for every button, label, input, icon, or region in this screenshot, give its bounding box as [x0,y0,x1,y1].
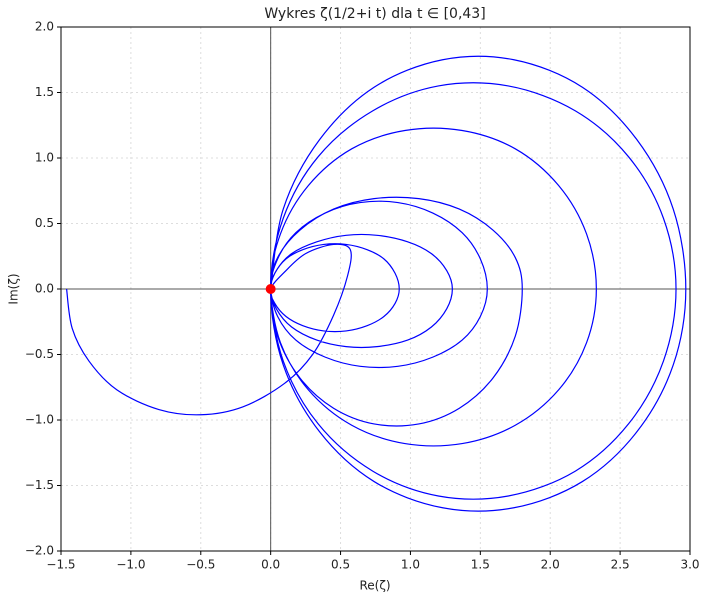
y-tick-label: −2.0 [25,544,54,558]
y-tick-label: −0.5 [25,347,54,361]
x-tick-label: 0.5 [331,558,350,572]
x-tick-label: 2.0 [541,558,560,572]
x-axis-label: Re(ζ) [359,579,390,593]
x-tick-label: −1.5 [46,558,75,572]
x-tick-label: 1.0 [401,558,420,572]
y-tick-label: 1.5 [35,85,54,99]
x-tick-label: 2.5 [611,558,630,572]
y-tick-label: 2.0 [35,20,54,34]
x-tick-label: 3.0 [680,558,699,572]
y-axis-label: Im(ζ) [7,273,21,304]
y-tick-label: 0.5 [35,216,54,230]
chart-title: Wykres ζ(1/2+i t) dla t ∈ [0,43] [264,6,485,22]
x-tick-label: −1.0 [116,558,145,572]
curve [65,55,687,512]
y-tick-label: −1.5 [25,478,54,492]
y-tick-label: −1.0 [25,413,54,427]
x-tick-label: −0.5 [186,558,215,572]
x-tick-label: 0.0 [261,558,280,572]
y-tick-label: 0.0 [35,282,54,296]
plot-frame [60,26,691,552]
zero-point [265,284,276,294]
y-tick-label: 1.0 [35,151,54,165]
x-tick-label: 1.5 [471,558,490,572]
